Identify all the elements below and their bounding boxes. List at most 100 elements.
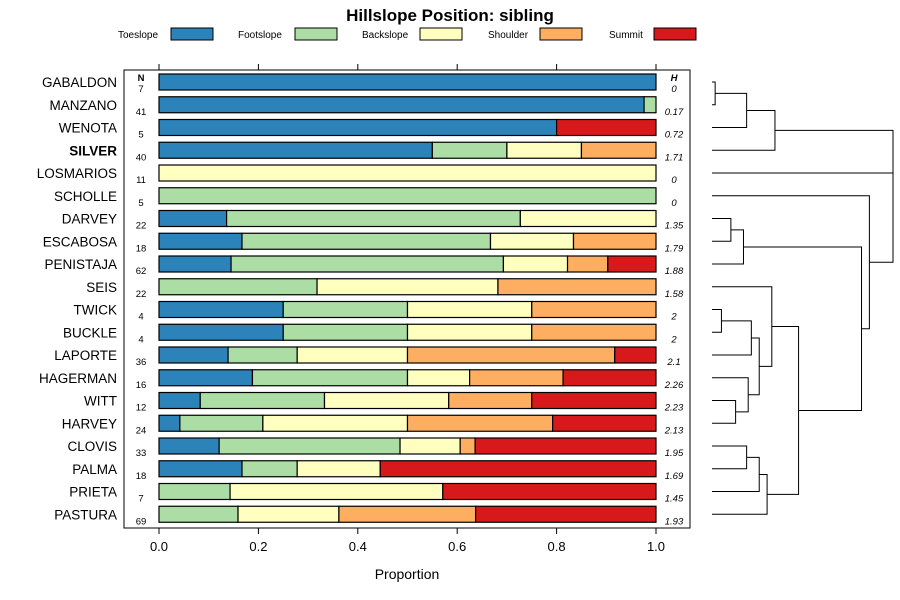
- dendrogram-branch-11: [712, 445, 748, 470]
- legend-swatch-toeslope: [170, 27, 214, 41]
- bar-segment-clovis-backslope: [399, 437, 461, 455]
- bar-segment-buckle-toeslope: [158, 323, 284, 341]
- bar-segment-penistaja-backslope: [502, 255, 569, 273]
- x-tick-label-0: 0.0: [150, 539, 168, 554]
- dendrogram: [712, 81, 894, 515]
- bar-segment-silver-shoulder: [580, 141, 657, 159]
- bar-segment-pastura-shoulder: [338, 505, 477, 523]
- n-value-gabaldon: 7: [138, 84, 143, 95]
- row-label-scholle: SCHOLLE: [54, 189, 117, 204]
- bar-segment-manzano-footslope: [643, 96, 657, 114]
- n-value-buckle: 4: [138, 334, 143, 345]
- bar-segment-pastura-footslope: [158, 505, 239, 523]
- h-value-escabosa: 1.79: [665, 243, 684, 254]
- n-value-twick: 4: [138, 312, 143, 323]
- bar-segment-prieta-summit: [442, 482, 657, 501]
- dendrogram-branch-4: [712, 229, 744, 265]
- bar-segment-clovis-footslope: [218, 437, 401, 455]
- h-value-seis: 1.58: [665, 289, 684, 300]
- bar-segment-seis-backslope: [316, 278, 499, 296]
- bar-segment-pastura-summit: [474, 505, 657, 523]
- bar-segment-gabaldon-toeslope: [158, 73, 657, 91]
- bar-segment-palma-backslope: [296, 460, 381, 478]
- n-value-darvey: 22: [136, 221, 147, 232]
- row-label-penistaja: PENISTAJA: [44, 257, 117, 272]
- bar-segment-seis-shoulder: [497, 278, 657, 296]
- bar-segment-clovis-summit: [474, 437, 657, 455]
- n-value-hagerman: 16: [136, 380, 147, 391]
- bar-segment-buckle-shoulder: [531, 323, 657, 341]
- h-value-darvey: 1.35: [665, 221, 684, 232]
- bar-segment-penistaja-shoulder: [566, 255, 609, 273]
- bar-segment-darvey-footslope: [225, 209, 521, 228]
- h-value-clovis: 1.95: [665, 448, 684, 459]
- bar-segment-hagerman-footslope: [251, 369, 409, 387]
- bar-segment-witt-toeslope: [158, 391, 201, 410]
- chart-title: Hillslope Position: sibling: [346, 6, 554, 25]
- n-value-harvey: 24: [136, 425, 147, 436]
- bar-segment-hagerman-toeslope: [158, 369, 254, 387]
- bar-segment-penistaja-footslope: [230, 255, 505, 273]
- n-column-header: N: [138, 73, 145, 84]
- h-value-twick: 2: [670, 312, 677, 323]
- dendrogram-branch-0: [712, 81, 716, 106]
- h-value-losmarios: 0: [671, 175, 677, 186]
- row-label-prieta: PRIETA: [69, 485, 117, 500]
- row-penistaja: PENISTAJA 62 1.88: [44, 255, 684, 277]
- h-value-pastura: 1.93: [665, 516, 684, 527]
- h-column-header: H: [671, 73, 679, 84]
- row-label-silver: SILVER: [69, 143, 117, 158]
- row-hagerman: HAGERMAN 16 2.26: [39, 369, 684, 391]
- bar-segment-harvey-footslope: [179, 414, 264, 432]
- row-label-laporte: LAPORTE: [54, 348, 117, 363]
- h-value-manzano: 0.17: [665, 107, 684, 118]
- bar-segment-escabosa-shoulder: [572, 232, 657, 250]
- bar-segment-penistaja-summit: [607, 255, 657, 273]
- h-value-harvey: 2.13: [664, 425, 684, 436]
- legend-swatch-shoulder: [539, 27, 583, 41]
- row-label-losmarios: LOSMARIOS: [37, 166, 117, 181]
- bar-segment-darvey-toeslope: [158, 209, 228, 228]
- bar-segment-darvey-backslope: [519, 209, 657, 228]
- bar-segment-twick-shoulder: [531, 300, 657, 319]
- bar-segment-laporte-shoulder: [406, 346, 616, 364]
- row-label-hagerman: HAGERMAN: [39, 371, 117, 386]
- legend: Toeslope Footslope Backslope Shoulder Summit: [118, 27, 697, 41]
- row-darvey: DARVEY 22 1.35: [62, 209, 684, 232]
- row-label-buckle: BUCKLE: [63, 325, 117, 340]
- legend-label-summit: Summit: [609, 30, 643, 41]
- bar-segment-witt-footslope: [199, 391, 326, 410]
- row-label-manzano: MANZANO: [50, 98, 118, 113]
- bar-segment-hagerman-summit: [562, 369, 657, 387]
- n-value-seis: 22: [136, 289, 147, 300]
- row-label-witt: WITT: [84, 394, 117, 409]
- dendrogram-branch-12: [712, 456, 760, 492]
- x-tick-label-1: 0.2: [249, 539, 267, 554]
- bar-segment-clovis-shoulder: [459, 437, 476, 455]
- n-value-wenota: 5: [138, 130, 143, 141]
- bar-segment-hagerman-shoulder: [469, 369, 564, 387]
- bar-segment-harvey-backslope: [262, 414, 409, 432]
- legend-swatch-summit: [653, 27, 697, 41]
- dendrogram-branch-5: [712, 309, 722, 333]
- h-value-gabaldon: 0: [671, 84, 677, 95]
- row-clovis: CLOVIS 33 1.95: [67, 437, 684, 459]
- dendrogram-branch-8: [712, 377, 749, 413]
- bar-segment-hagerman-backslope: [406, 369, 471, 387]
- row-label-palma: PALMA: [72, 462, 117, 477]
- bar-segment-palma-footslope: [241, 460, 298, 478]
- row-prieta: PRIETA 7 1.45: [69, 482, 684, 505]
- bar-segment-pastura-backslope: [237, 505, 340, 523]
- h-value-silver: 1.71: [665, 152, 684, 163]
- bar-segment-wenota-summit: [555, 118, 657, 137]
- h-value-penistaja: 1.88: [665, 266, 684, 277]
- bar-segment-laporte-summit: [614, 346, 657, 364]
- dendrogram-branch-16: [712, 195, 870, 330]
- h-value-palma: 1.69: [665, 471, 684, 482]
- n-value-losmarios: 11: [136, 175, 146, 186]
- n-value-escabosa: 18: [136, 243, 147, 254]
- n-value-silver: 40: [136, 152, 147, 163]
- row-buckle: BUCKLE 4 2: [63, 323, 677, 345]
- row-harvey: HARVEY 24 2.13: [62, 414, 684, 436]
